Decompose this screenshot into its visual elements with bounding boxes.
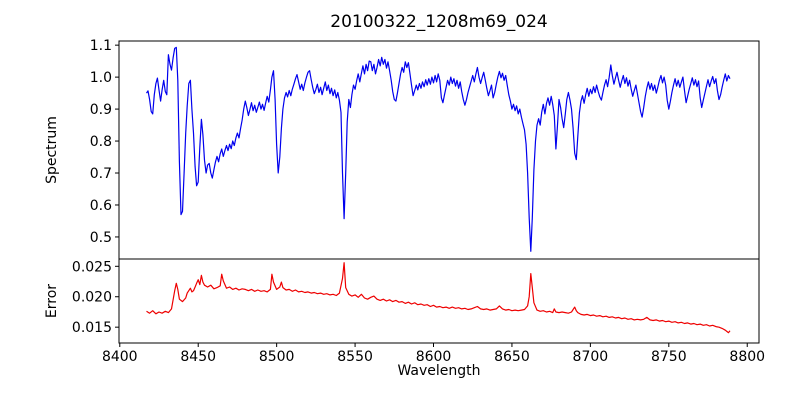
y-tick-label: 0.9 [90,102,112,118]
x-tick-label: 8600 [416,349,452,365]
x-tick-label: 8750 [651,349,687,365]
x-tick-label: 8400 [102,349,138,365]
y-tick-label: 1.0 [90,70,112,86]
y-tick-label: 0.7 [90,166,112,182]
axes-spines [118,258,760,344]
y-tick-label: 0.8 [90,134,112,150]
spectrum-line [146,46,731,252]
x-tick-label: 8650 [494,349,530,365]
x-tick-label: 8500 [259,349,295,365]
x-tick-label: 8700 [573,349,609,365]
y-tick-label: 0.015 [72,320,112,336]
chart-title: 20100322_1208m69_024 [330,12,548,32]
error-line [146,262,731,334]
axes-spines [118,40,760,260]
error-y-axis-label: Error [44,283,60,319]
y-tick-label: 0.025 [72,259,112,275]
spectrum-y-axis-label: Spectrum [44,116,60,184]
x-tick-label: 8450 [180,349,216,365]
x-tick-label: 8550 [337,349,373,365]
y-tick-label: 0.6 [90,198,112,214]
y-tick-label: 0.5 [90,230,112,246]
x-tick-label: 8800 [729,349,765,365]
x-axis-label: Wavelength [397,363,481,379]
y-tick-label: 1.1 [90,38,112,54]
y-tick-label: 0.020 [72,290,112,306]
